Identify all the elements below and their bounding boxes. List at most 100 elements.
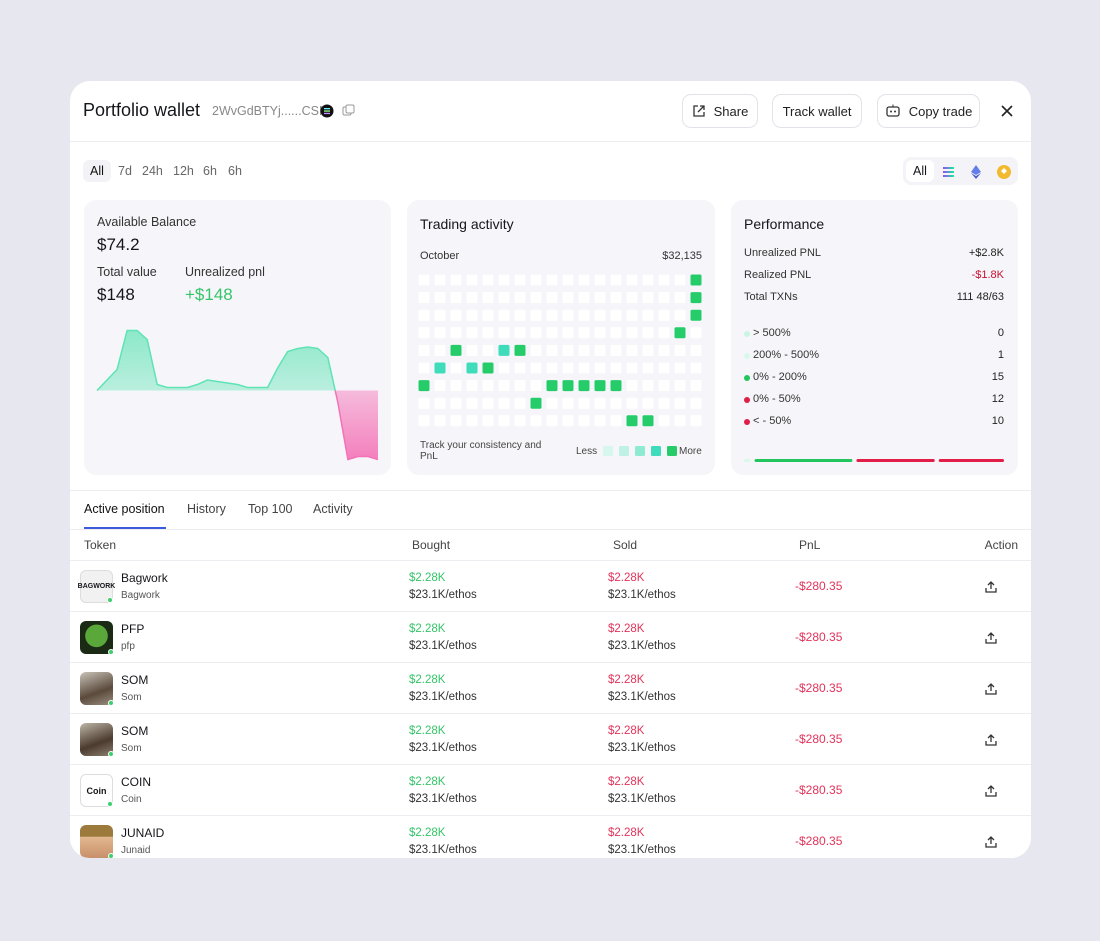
bucket-dot [744,419,750,425]
table-row: PFP pfp $2.28K $23.1K/ethos $2.28K $23.1K/eth… [70,612,1031,663]
empty-cell [466,397,478,409]
table-row: SOM Som $2.28K $23.1K/ethos $2.28K $23.1K/eth… [70,663,1031,714]
stat-value: -$1.8K [971,269,1004,281]
empty-cell [674,309,686,321]
bought-sub: $23.1K/ethos [409,844,477,856]
action-button[interactable] [985,683,997,695]
legend-swatch [603,446,613,456]
bought-sub: $23.1K/ethos [409,691,477,703]
activity-cell [642,415,654,427]
empty-cell [578,274,590,286]
empty-cell [450,309,462,321]
area-up [97,330,378,391]
action-button[interactable] [985,836,997,848]
share-icon [692,105,705,117]
time-filter[interactable]: 12h [173,164,194,178]
empty-cell [674,380,686,392]
empty-cell [658,274,670,286]
track-button[interactable]: Track wallet [772,94,862,128]
empty-cell [466,380,478,392]
empty-cell [514,327,526,339]
empty-cell [674,292,686,304]
bar-segment [938,459,1004,462]
empty-cell [482,309,494,321]
bought: $2.28K [409,572,446,584]
empty-cell [658,380,670,392]
divider [70,490,1031,491]
empty-cell [610,362,622,374]
table-row: BAGWORK Bagwork Bagwork $2.28K $23.1K/ethos $… [70,561,1031,612]
empty-cell [610,292,622,304]
empty-cell [530,415,542,427]
empty-cell [562,292,574,304]
legend-swatch [651,446,661,456]
time-filter[interactable]: 6h [228,164,242,178]
token-symbol: Bagwork [121,590,160,601]
bucket-dot [744,375,750,381]
chain-option[interactable]: All [906,160,934,182]
empty-cell [594,327,606,339]
column-header: Action [984,538,1018,552]
close-button[interactable] [1001,105,1013,117]
action-button[interactable] [985,632,997,644]
token-name: PFP [121,622,145,636]
empty-cell [562,274,574,286]
token-avatar [80,825,114,858]
empty-cell [498,327,510,339]
panel-title: Trading activity [420,216,514,232]
empty-cell [418,274,430,286]
activity-cell [690,274,702,286]
empty-cell [498,274,510,286]
tab[interactable]: Activity [313,502,353,516]
activity-cell [578,380,590,392]
address-icons [320,104,355,118]
bought: $2.28K [409,776,446,788]
sold-sub: $23.1K/ethos [608,793,676,805]
bucket-count: 15 [991,371,1004,383]
bought-sub: $23.1K/ethos [409,742,477,754]
bought: $2.28K [409,827,446,839]
empty-cell [482,380,494,392]
pnl: -$280.35 [795,681,843,695]
action-button[interactable] [985,581,997,593]
empty-cell [498,309,510,321]
token-avatar [80,672,114,706]
share-button[interactable]: Share [682,94,758,128]
avatar-text: Coin [86,785,107,796]
action-button[interactable] [985,734,997,746]
empty-cell [578,292,590,304]
empty-cell [562,362,574,374]
empty-cell [450,415,462,427]
empty-cell [418,397,430,409]
sold: $2.28K [608,725,645,737]
empty-cell [610,309,622,321]
stat-label: Realized PNL [744,269,812,281]
empty-cell [642,327,654,339]
bucket-label: 0% - 200% [753,371,807,383]
tab[interactable]: Active position [84,502,165,516]
balance-line [96,329,336,391]
time-filter[interactable]: 24h [142,164,163,178]
time-filter[interactable]: 6h [203,164,217,178]
pnl: -$280.35 [795,630,843,644]
action-button[interactable] [985,785,997,797]
sold-sub: $23.1K/ethos [608,640,676,652]
label: Unrealized pnl [185,265,265,279]
empty-cell [514,397,526,409]
tab[interactable]: Top 100 [248,502,293,516]
time-filter[interactable]: 7d [118,164,132,178]
title: Portfolio wallet [83,100,201,120]
empty-cell [498,397,510,409]
tab[interactable]: History [187,502,226,516]
empty-cell [498,292,510,304]
footer-note: Track your consistency and PnL [420,440,542,462]
copy-trade-button[interactable]: Copy trade [877,94,980,128]
empty-cell [498,362,510,374]
table-row: Coin COIN Coin $2.28K $23.1K/ethos $2.28K $23.… [70,765,1031,816]
empty-cell [626,344,638,356]
empty-cell [642,344,654,356]
time-filter[interactable]: All [83,160,111,182]
bar-segment [856,459,935,462]
empty-cell [578,397,590,409]
token-symbol: pfp [121,641,135,652]
